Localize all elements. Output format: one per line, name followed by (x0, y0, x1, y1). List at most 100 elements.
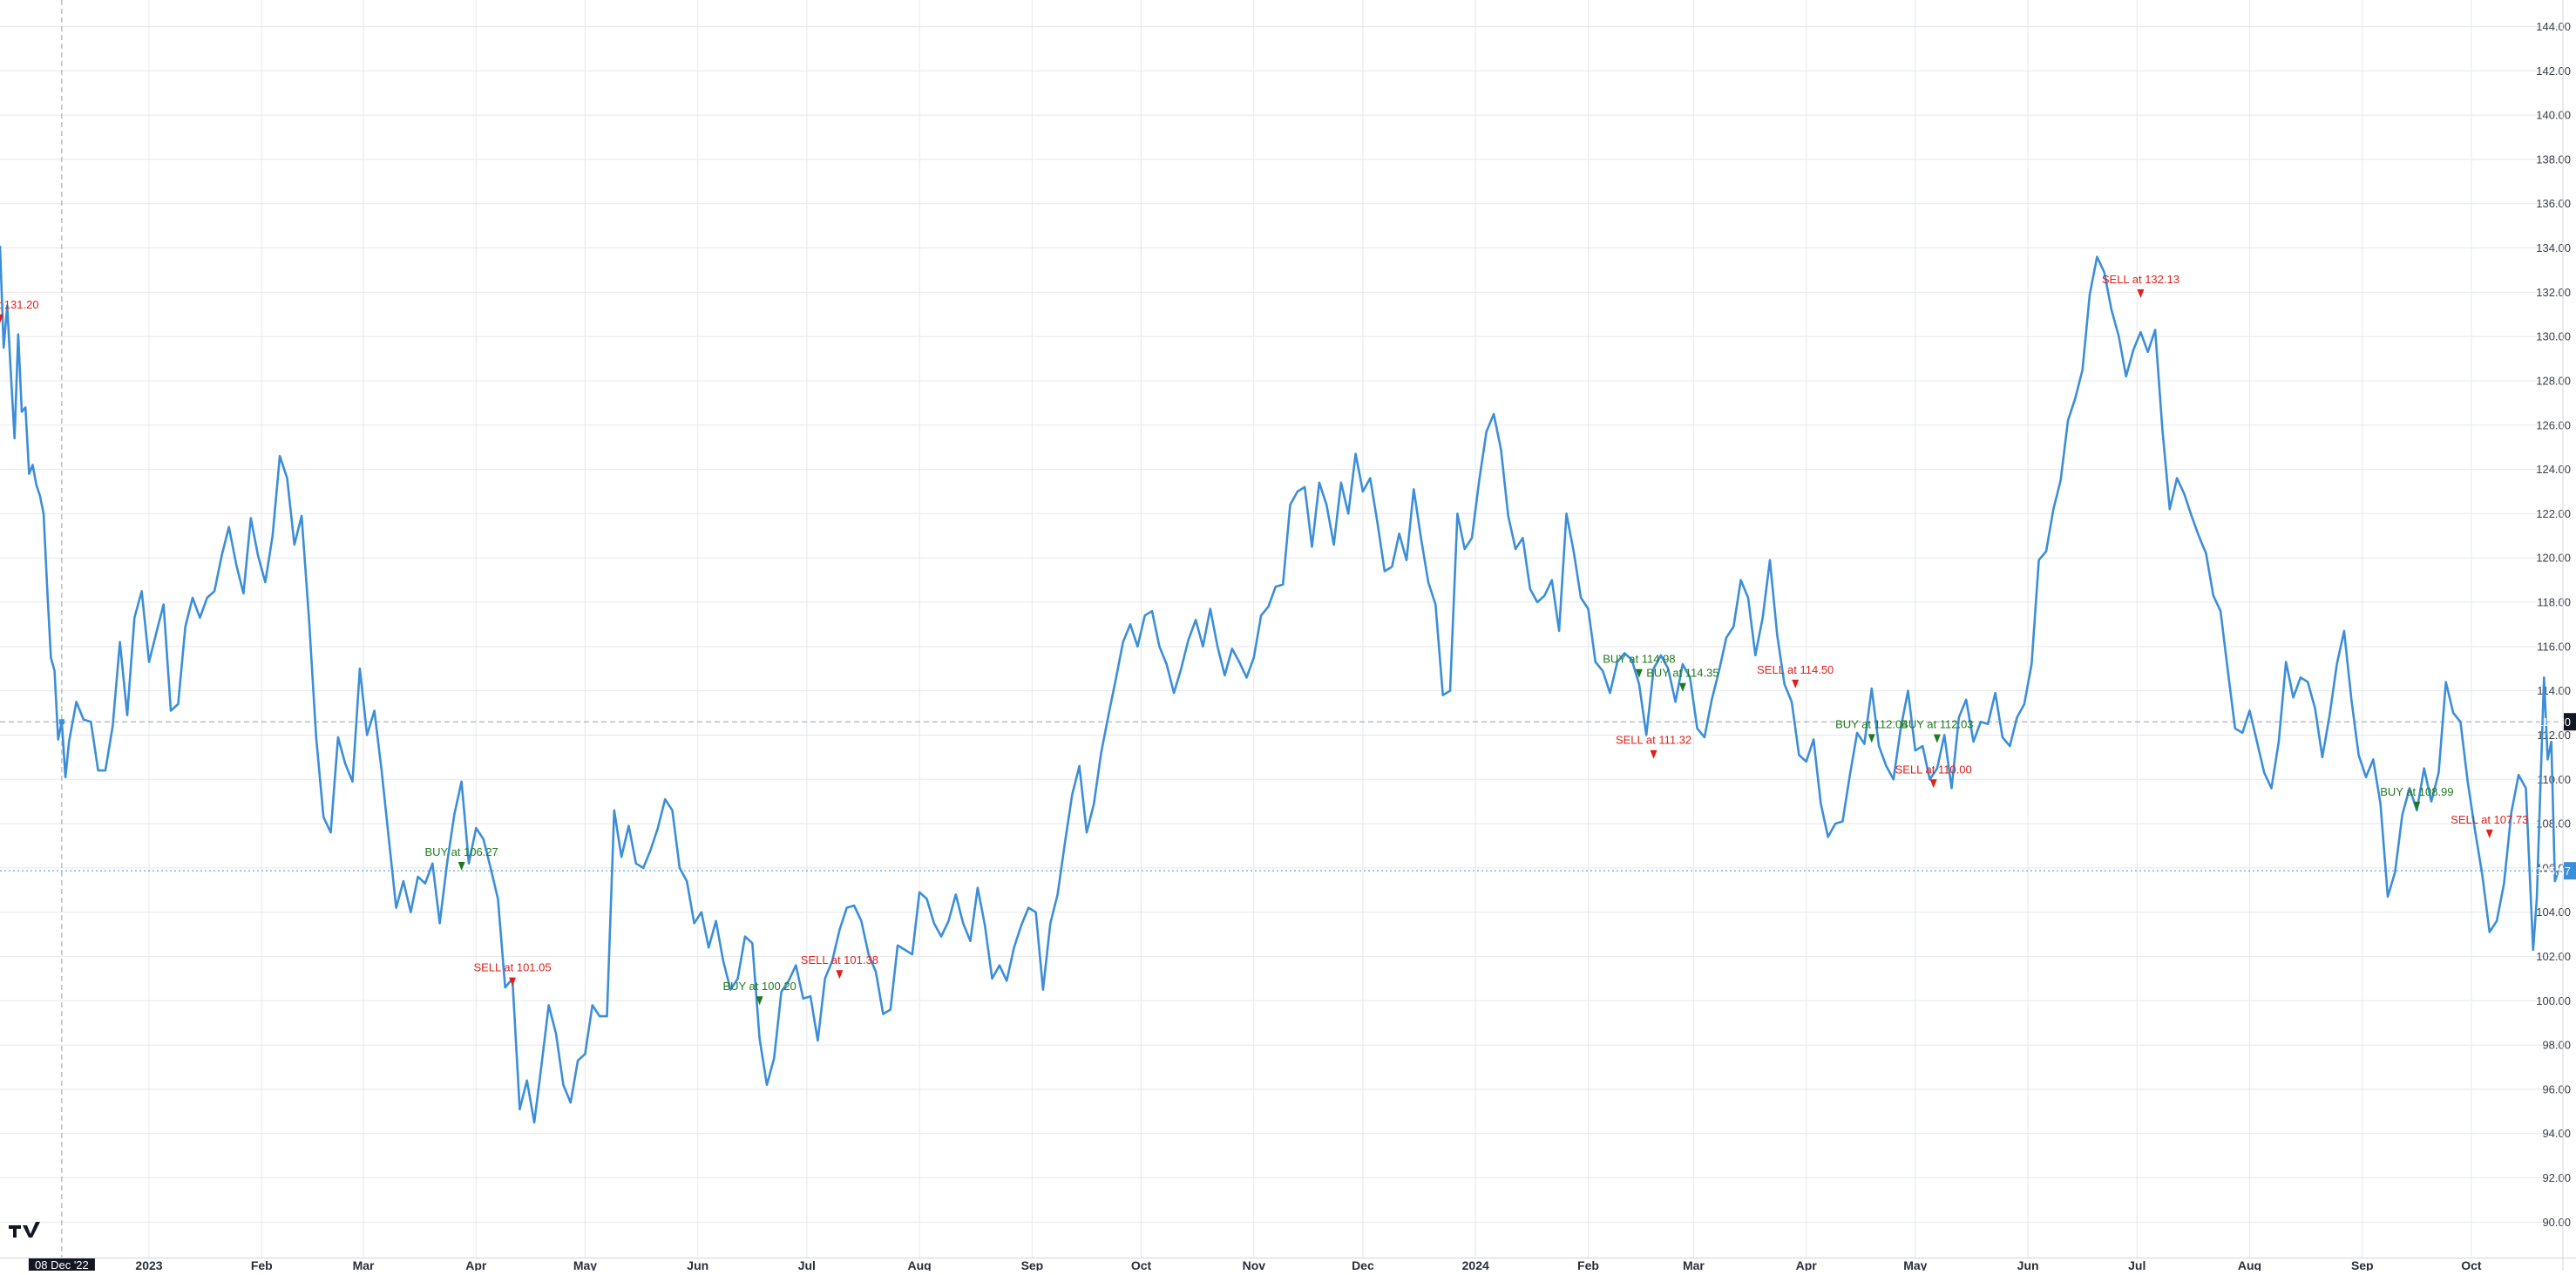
sell-signal-label: SELL at 111.32 (1616, 734, 1691, 747)
buy-signal: BUY at 100.20 (722, 980, 797, 1006)
buy-signal: BUY at 106.27 (424, 845, 498, 871)
price-tick-label: 110.00 (2537, 773, 2571, 786)
price-tick-label: 118.00 (2537, 596, 2571, 609)
sell-arrow-icon (836, 970, 844, 980)
time-tick-label: Jun (687, 1258, 708, 1271)
time-tick-label: Feb (1577, 1258, 1599, 1271)
buy-signal: BUY at 112.03 (1901, 718, 1974, 743)
buy-signal: BUY at 108.99 (2380, 785, 2454, 810)
buy-arrow-icon (756, 996, 763, 1006)
price-tick-label: 92.00 (2542, 1171, 2571, 1184)
sell-signal: SELL at 132.13 (2102, 273, 2179, 299)
price-axis[interactable]: 90.00 92.00 94.00 96.00 98.00 100.00 102.00 104… (2536, 0, 2571, 1271)
series-layer (0, 245, 2560, 1124)
buy-signal-label: BUY at 114.98 (1603, 653, 1675, 666)
last-price-text: 105.87 (2536, 865, 2571, 878)
price-tick-label: 100.00 (2536, 994, 2571, 1007)
sell-arrow-icon (509, 977, 517, 987)
time-tick-label: May (1903, 1258, 1927, 1271)
price-tick-label: 136.00 (2536, 197, 2571, 210)
tradingview-logo[interactable] (9, 1222, 40, 1238)
time-tick-label: Jul (2128, 1258, 2146, 1271)
price-tick-label: 142.00 (2536, 64, 2571, 78)
time-tick-label: Oct (1131, 1258, 1152, 1271)
price-tick-label: 130.00 (2536, 330, 2571, 343)
buy-signal-label: BUY at 100.20 (722, 980, 796, 993)
buy-signal-label: BUY at 114.35 (1646, 667, 1718, 680)
time-tick-label: Sep (2351, 1258, 2374, 1271)
sell-signal: SELL at 101.38 (801, 953, 878, 980)
crosshair-price-text: 112.60 (2537, 715, 2571, 729)
buy-signal: BUY at 114.98 (1603, 653, 1676, 678)
time-tick-label: Aug (2238, 1258, 2261, 1271)
sell-signal-label: SELL at 101.05 (473, 961, 551, 974)
price-tick-label: 114.00 (2537, 684, 2571, 697)
buy-arrow-icon (1933, 734, 1941, 743)
sell-signal: SELL at 111.32 (1616, 734, 1691, 759)
buy-arrow-icon (458, 862, 465, 871)
buy-signal-label: BUY at 106.27 (424, 845, 498, 858)
sell-arrow-icon (2137, 289, 2145, 299)
price-tick-label: 98.00 (2542, 1039, 2571, 1052)
buy-signal-label: BUY at 112.03 (1901, 718, 1973, 731)
last-price-badge: 105.87 (2536, 862, 2576, 880)
time-tick-label: Jun (2017, 1258, 2039, 1271)
crosshair-time-badge: 08 Dec '22 (28, 1258, 95, 1272)
buy-arrow-icon (1868, 734, 1875, 743)
time-tick-label: Feb (251, 1258, 273, 1271)
time-axis[interactable]: 2023 Feb Mar Apr May Jun Jul Aug Sep Oct Nov Dec 202… (0, 1258, 2576, 1272)
price-tick-label: 140.00 (2536, 109, 2571, 122)
time-tick-label: Mar (353, 1258, 375, 1271)
sell-signal: SELL at 114.50 (1757, 663, 1834, 688)
price-tick-label: 94.00 (2542, 1127, 2571, 1140)
sell-signal: SELL at 131.20 (0, 298, 39, 323)
sell-arrow-icon (1929, 779, 1937, 789)
buy-arrow-icon (1635, 668, 1643, 678)
price-tick-label: 90.00 (2542, 1216, 2571, 1229)
tradingview-logo-mark (9, 1222, 40, 1238)
sell-signal-label: SELL at 114.50 (1757, 663, 1834, 676)
price-tick-label: 96.00 (2542, 1082, 2571, 1095)
time-tick-label: 2024 (1462, 1258, 1489, 1271)
time-tick-label: Dec (1352, 1258, 1374, 1271)
price-tick-label: 116.00 (2537, 640, 2571, 653)
buy-signal-label: BUY at 108.99 (2380, 785, 2453, 798)
signal-markers: SELL at 131.20 BUY at 106.27 SELL at 101.0… (0, 273, 2528, 1006)
price-tick-label: 144.00 (2536, 20, 2571, 33)
crosshair-point (58, 719, 64, 725)
buy-arrow-icon (1678, 682, 1686, 692)
price-tick-label: 126.00 (2536, 418, 2571, 431)
price-tick-label: 128.00 (2536, 374, 2571, 387)
price-tick-label: 132.00 (2536, 286, 2571, 299)
time-tick-label: Apr (1796, 1258, 1818, 1271)
buy-signal: BUY at 114.35 (1646, 667, 1719, 692)
sell-signal-label: SELL at 110.00 (1895, 763, 1972, 776)
buy-arrow-icon (2413, 801, 2421, 810)
price-tick-label: 124.00 (2536, 463, 2571, 476)
price-tick-label: 104.00 (2536, 905, 2571, 919)
sell-arrow-icon (1650, 749, 1657, 759)
price-tick-label: 120.00 (2536, 552, 2571, 565)
sell-signal-label: SELL at 101.38 (801, 953, 878, 966)
time-tick-label: Sep (1021, 1258, 1044, 1271)
axis-badges: 112.60 105.87 08 Dec '22 (28, 713, 2576, 1272)
time-tick-label: Oct (2461, 1258, 2482, 1271)
time-tick-label: May (573, 1258, 597, 1271)
time-tick-label: Aug (908, 1258, 932, 1271)
buy-signal-label: BUY at 112.04 (1835, 717, 1908, 730)
time-tick-label: 2023 (135, 1258, 162, 1271)
price-tick-label: 134.00 (2536, 241, 2571, 254)
sell-signal: SELL at 110.00 (1895, 763, 1972, 789)
price-tick-label: 102.00 (2536, 950, 2571, 963)
sell-arrow-icon (0, 314, 3, 323)
sell-signal: SELL at 101.05 (473, 961, 552, 987)
time-tick-label: Nov (1243, 1258, 1266, 1271)
sell-signal-label: SELL at 131.20 (0, 298, 39, 311)
price-tick-label: 122.00 (2536, 507, 2571, 520)
time-tick-label: Apr (465, 1258, 487, 1271)
sell-arrow-icon (1792, 679, 1800, 688)
sell-signal-label: SELL at 107.73 (2451, 813, 2528, 826)
